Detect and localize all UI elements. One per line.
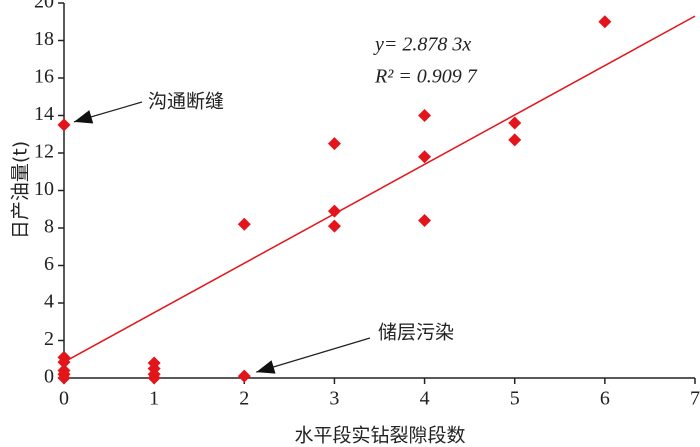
y-axis-label: 日产油量(t) xyxy=(10,141,32,239)
point xyxy=(237,369,251,383)
y-tick-label: 8 xyxy=(44,216,54,238)
annotation: 储层污染 xyxy=(378,322,454,344)
y-tick-label: 16 xyxy=(34,66,54,88)
x-axis-label: 水平段实钻裂隙段数 xyxy=(294,425,465,447)
point xyxy=(57,355,71,369)
r-squared: R² = 0.909 7 xyxy=(374,66,478,88)
x-tick-label: 2 xyxy=(239,388,249,410)
point xyxy=(147,371,161,385)
y-tick-label: 14 xyxy=(34,103,54,125)
point xyxy=(327,219,341,233)
y-tick-label: 18 xyxy=(34,28,54,50)
y-tick-label: 4 xyxy=(44,291,54,313)
point xyxy=(508,133,522,147)
point xyxy=(57,371,71,385)
y-tick-label: 12 xyxy=(34,141,54,163)
annotation-arrow-head xyxy=(74,110,94,124)
point xyxy=(327,137,341,151)
y-tick-label: 0 xyxy=(44,366,54,388)
point xyxy=(57,118,71,132)
point xyxy=(327,204,341,218)
y-tick-label: 6 xyxy=(44,253,54,275)
point xyxy=(418,150,432,164)
point xyxy=(598,15,612,29)
annotation-arrow-line xyxy=(256,337,371,373)
y-tick-label: 20 xyxy=(34,0,54,13)
x-tick-label: 5 xyxy=(510,388,520,410)
x-tick-label: 1 xyxy=(149,388,159,410)
point xyxy=(418,214,432,227)
x-tick-label: 6 xyxy=(600,388,610,410)
point xyxy=(237,217,251,231)
annotation-arrow-head xyxy=(256,360,276,374)
trend-line xyxy=(63,15,696,363)
x-tick-label: 3 xyxy=(329,388,339,410)
point xyxy=(418,109,432,122)
x-tick-label: 0 xyxy=(59,388,69,410)
point xyxy=(508,116,522,130)
y-tick-label: 10 xyxy=(34,178,54,200)
x-tick-label: 7 xyxy=(690,388,700,410)
y-tick-label: 2 xyxy=(44,328,54,350)
x-tick-label: 4 xyxy=(420,388,430,410)
annotation: 沟通断缝 xyxy=(148,91,224,113)
equation: y= 2.878 3x xyxy=(373,34,471,56)
